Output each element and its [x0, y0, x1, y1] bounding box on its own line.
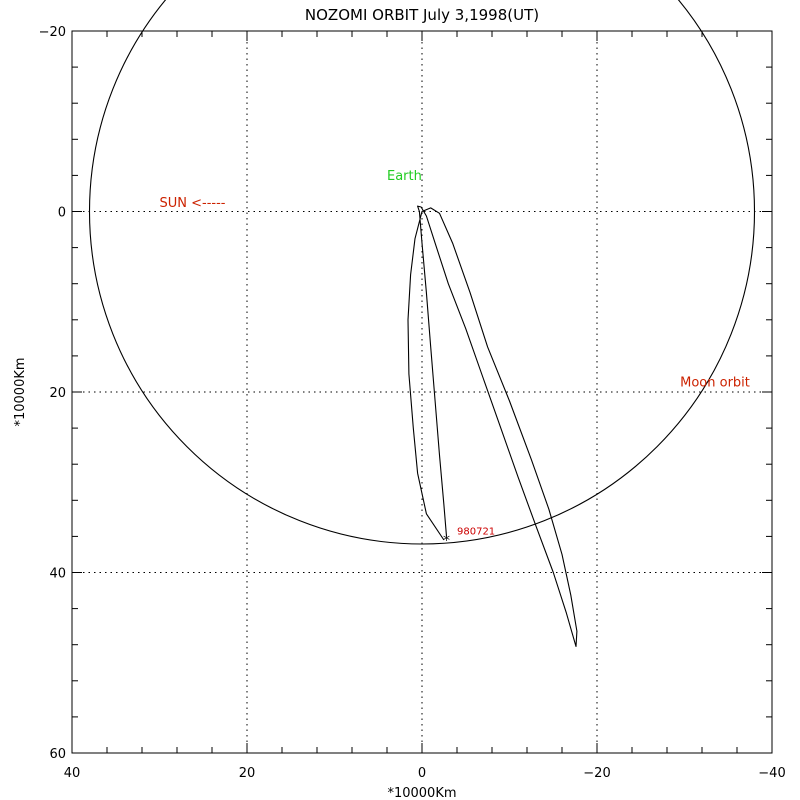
y-tick-label: −20 [39, 25, 66, 40]
annotation-label: SUN <----- [160, 196, 226, 211]
annotation-label: Earth [387, 169, 422, 184]
y-axis-label: *10000Km [13, 357, 28, 426]
y-tick-label: 0 [58, 206, 66, 221]
y-tick-labels: −20 0 20 40 60 [39, 25, 66, 762]
series-layer [89, 0, 755, 648]
x-axis-label: *10000Km [387, 786, 456, 800]
moon-orbit-circle [89, 0, 755, 545]
y-tick-label: 40 [49, 567, 66, 582]
annotation-label: Moon orbit [680, 376, 750, 391]
x-tick-label: 20 [239, 766, 256, 781]
x-tick-label: 40 [64, 766, 81, 781]
x-tick-label: 0 [418, 766, 426, 781]
grid-lines [72, 31, 772, 753]
date-marker: * [443, 533, 450, 549]
x-tick-label: −40 [758, 766, 785, 781]
axis-ticks [71, 30, 773, 754]
nozomi-trajectory-line [407, 205, 578, 648]
chart-title: NOZOMI ORBIT July 3,1998(UT) [305, 6, 539, 24]
y-tick-label: 20 [49, 386, 66, 401]
annotations: Earth SUN <----- Moon orbit 980721 * [160, 169, 750, 549]
y-tick-label: 60 [49, 747, 66, 762]
x-tick-labels: 40 20 0 −20 −40 [64, 766, 786, 781]
x-tick-label: −20 [583, 766, 610, 781]
plot-frame [71, 30, 773, 754]
annotation-label: 980721 [457, 527, 495, 538]
